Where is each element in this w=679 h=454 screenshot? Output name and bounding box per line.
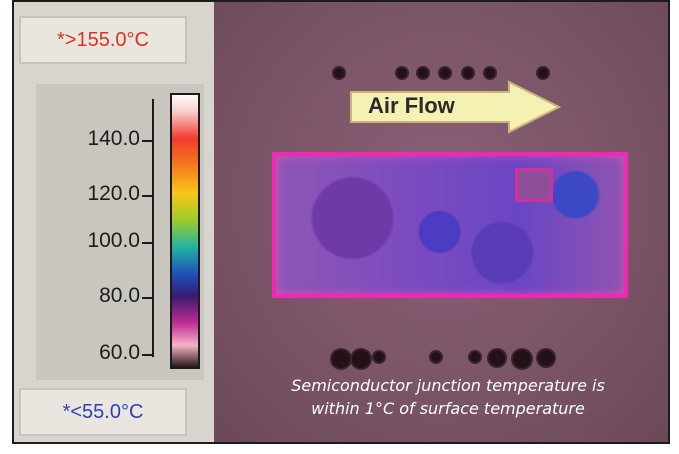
mounting-hole (334, 68, 344, 78)
tick-120 (142, 195, 154, 197)
scale-label-60: 60.0 (99, 341, 140, 364)
caption-line-1: Semiconductor junction temperature is (291, 376, 605, 395)
tick-100 (142, 242, 154, 244)
solder-pad (352, 350, 370, 368)
mounting-hole (538, 68, 548, 78)
solder-pad (538, 350, 554, 366)
airflow-label: Air Flow (368, 93, 455, 118)
solder-pad (470, 352, 480, 362)
tick-80 (142, 297, 154, 299)
mounting-hole (440, 68, 450, 78)
tick-140 (142, 140, 154, 142)
scale-label-80: 80.0 (99, 284, 140, 307)
scale-label-100: 100.0 (87, 229, 140, 252)
scale-axis-line (152, 99, 154, 357)
scale-label-120: 120.0 (87, 182, 140, 205)
max-temperature-readout: *>155.0°C (19, 16, 187, 64)
tick-60 (142, 354, 154, 356)
hot-component (515, 168, 553, 202)
airflow-arrow-icon (350, 80, 561, 134)
solder-pad (489, 350, 505, 366)
heated-component-region (272, 152, 628, 298)
mounting-hole (397, 68, 407, 78)
scale-label-140: 140.0 (87, 127, 140, 150)
solder-pad (374, 352, 384, 362)
solder-pad (513, 350, 531, 368)
mounting-hole (485, 68, 495, 78)
mounting-hole (418, 68, 428, 78)
color-scale-bar (170, 93, 200, 369)
caption-line-2: within 1°C of surface temperature (311, 399, 585, 418)
min-temperature-readout: *<55.0°C (19, 388, 187, 436)
mounting-hole (463, 68, 473, 78)
solder-pad (431, 352, 441, 362)
solder-pad (332, 350, 350, 368)
image-caption: Semiconductor junction temperature is wi… (258, 374, 638, 420)
